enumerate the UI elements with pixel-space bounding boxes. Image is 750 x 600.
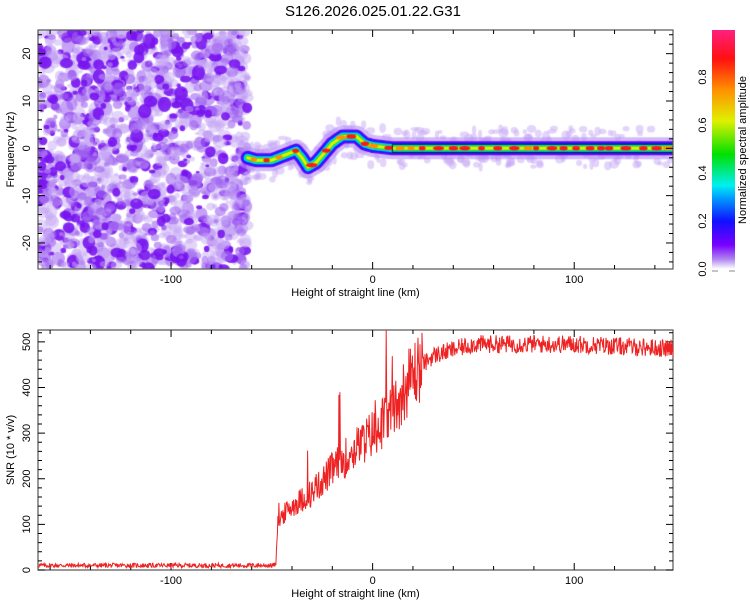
y-tick-label: 0 — [21, 145, 33, 151]
colorbar — [712, 30, 735, 269]
y-tick-label: 500 — [21, 333, 33, 351]
colorbar-tick-label: 0.0 — [697, 261, 709, 276]
colorbar-label: Normalized spectral amplitude — [737, 76, 749, 224]
colorbar-tick-label: 0.4 — [697, 165, 709, 180]
x-axis-label: Height of straight line (km) — [291, 287, 419, 299]
x-tick-label: -100 — [160, 575, 182, 587]
x-axis-label: Height of straight line (km) — [291, 588, 419, 600]
x-tick-label: -100 — [160, 274, 182, 286]
snr-series-line — [37, 329, 674, 570]
spectrogram-heatmap — [38, 30, 673, 269]
x-tick-label: 0 — [370, 575, 376, 587]
y-axis-label: SNR (10 * v/v) — [5, 415, 17, 485]
colorbar-tick-label: 0.8 — [697, 69, 709, 84]
y-tick-label: 0 — [21, 567, 33, 573]
y-tick-label: 400 — [21, 378, 33, 396]
y-tick-label: -20 — [21, 235, 33, 251]
y-tick-label: -10 — [21, 188, 33, 204]
colorbar-tick-label: 0.6 — [697, 117, 709, 132]
x-tick-label: 100 — [565, 274, 583, 286]
y-tick-label: 20 — [21, 48, 33, 60]
y-tick-label: 200 — [21, 470, 33, 488]
plot-frame — [37, 329, 674, 571]
colorbar-tick-label: 0.2 — [697, 213, 709, 228]
x-tick-label: 100 — [565, 575, 583, 587]
y-tick-label: 10 — [21, 95, 33, 107]
figure-title: S126.2026.025.01.22.G31 — [285, 3, 461, 20]
x-tick-label: 0 — [370, 274, 376, 286]
y-tick-label: 300 — [21, 424, 33, 442]
y-axis-label: Frequency (Hz) — [5, 112, 17, 188]
plot-frame — [37, 29, 674, 270]
y-tick-label: 100 — [21, 515, 33, 533]
